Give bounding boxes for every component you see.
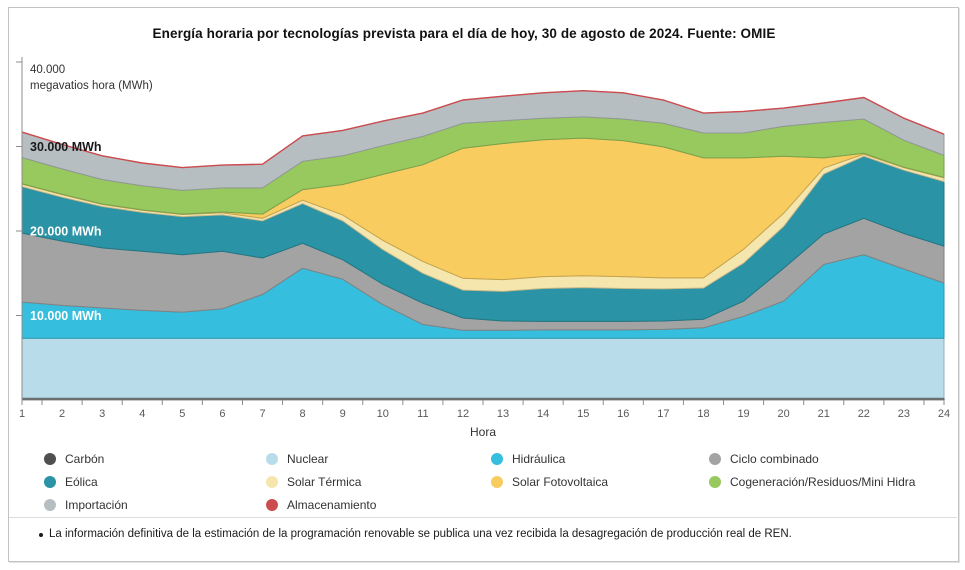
legend-label-cogeneracion-residuos-mini-hidra: Cogeneración/Residuos/Mini Hidra <box>730 475 916 489</box>
stacked-area-chart: 40.000 megavatios hora (MWh) 30.000 MWh 20.… <box>16 57 950 439</box>
legend-label-solar-termica: Solar Térmica <box>287 475 362 489</box>
x-tick-label-20: 20 <box>778 408 790 420</box>
legend-item-cogeneracion-residuos-mini-hidra: Cogeneración/Residuos/Mini Hidra <box>709 475 944 489</box>
legend-label-solar-fotovoltaica: Solar Fotovoltaica <box>512 475 609 489</box>
solar-fotovoltaica-swatch-icon <box>491 476 503 488</box>
legend-item-nuclear: Nuclear <box>266 452 491 466</box>
importacion-swatch-icon <box>44 499 56 511</box>
x-tick-label-3: 3 <box>99 408 105 420</box>
carbon-swatch-icon <box>44 453 56 465</box>
legend-item-importacion: Importación <box>44 498 266 512</box>
legend-label-hidraulica: Hidráulica <box>512 452 566 466</box>
x-tick-label-5: 5 <box>179 408 185 420</box>
x-tick-label-1: 1 <box>19 408 25 420</box>
x-tick-label-10: 10 <box>377 408 389 420</box>
x-tick-label-24: 24 <box>938 408 950 420</box>
legend-item-hidraulica: Hidráulica <box>491 452 709 466</box>
x-tick-label-9: 9 <box>340 408 346 420</box>
legend-label-ciclo-combinado: Ciclo combinado <box>730 452 819 466</box>
legend-label-importacion: Importación <box>65 498 128 512</box>
x-axis-title: Hora <box>470 425 496 439</box>
y-label-10000: 10.000 MWh <box>30 309 102 323</box>
chart-legend: Carbón Nuclear Hidráulica Ciclo combinado Eó… <box>44 452 944 512</box>
legend-item-eolica: Eólica <box>44 475 266 489</box>
legend-item-solar-termica: Solar Térmica <box>266 475 491 489</box>
cogeneracion-residuos-mini-hidra-swatch-icon <box>709 476 721 488</box>
x-tick-label-21: 21 <box>818 408 830 420</box>
footnote: La información definitiva de la estimaci… <box>9 517 957 540</box>
x-tick-label-6: 6 <box>219 408 225 420</box>
x-tick-label-2: 2 <box>59 408 65 420</box>
x-tick-label-18: 18 <box>697 408 709 420</box>
ciclo-combinado-swatch-icon <box>709 453 721 465</box>
x-tick-label-8: 8 <box>300 408 306 420</box>
x-tick-label-23: 23 <box>898 408 910 420</box>
x-tick-label-14: 14 <box>537 408 549 420</box>
x-tick-label-11: 11 <box>417 408 428 420</box>
legend-item-solar-fotovoltaica: Solar Fotovoltaica <box>491 475 709 489</box>
x-tick-label-19: 19 <box>737 408 749 420</box>
x-tick-label-22: 22 <box>858 408 870 420</box>
x-tick-label-7: 7 <box>259 408 265 420</box>
legend-label-eolica: Eólica <box>65 475 98 489</box>
chart-title: Energía horaria por tecnologías prevista… <box>152 26 776 41</box>
almacenamiento-swatch-icon <box>266 499 278 511</box>
x-tick-label-15: 15 <box>577 408 589 420</box>
bullet-icon <box>39 533 43 537</box>
legend-label-almacenamiento: Almacenamiento <box>287 498 377 512</box>
axes <box>16 57 945 405</box>
y-max-label: 40.000 <box>30 64 65 76</box>
legend-label-carbon: Carbón <box>65 452 105 466</box>
area-nuclear <box>21 337 945 399</box>
y-unit-label: megavatios hora (MWh) <box>30 80 153 92</box>
y-label-20000: 20.000 MWh <box>30 225 102 239</box>
legend-item-ciclo-combinado: Ciclo combinado <box>709 452 944 466</box>
nuclear-swatch-icon <box>266 453 278 465</box>
line-almacenamiento <box>21 89 945 169</box>
legend-label-nuclear: Nuclear <box>287 452 329 466</box>
x-tick-label-13: 13 <box>497 408 509 420</box>
plot-areas <box>21 89 945 401</box>
y-label-30000: 30.000 MWh <box>30 140 102 154</box>
hidraulica-swatch-icon <box>491 453 503 465</box>
x-tick-label-17: 17 <box>657 408 669 420</box>
legend-item-almacenamiento: Almacenamiento <box>266 498 491 512</box>
x-tick-label-12: 12 <box>457 408 469 420</box>
legend-item-carbon: Carbón <box>44 452 266 466</box>
x-tick-label-16: 16 <box>617 408 629 420</box>
solar-termica-swatch-icon <box>266 476 278 488</box>
x-tick-label-4: 4 <box>139 408 145 420</box>
footnote-text: La información definitiva de la estimaci… <box>49 528 792 540</box>
eolica-swatch-icon <box>44 476 56 488</box>
